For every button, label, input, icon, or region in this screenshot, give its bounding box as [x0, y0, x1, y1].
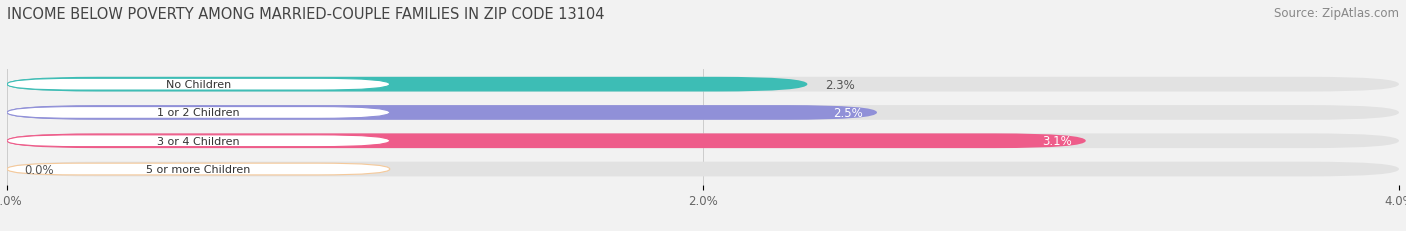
- Text: 5 or more Children: 5 or more Children: [146, 164, 250, 174]
- FancyBboxPatch shape: [7, 79, 389, 91]
- Text: 2.5%: 2.5%: [834, 106, 863, 119]
- FancyBboxPatch shape: [7, 77, 807, 92]
- FancyBboxPatch shape: [7, 106, 1399, 120]
- Text: 3.1%: 3.1%: [1042, 135, 1071, 148]
- FancyBboxPatch shape: [7, 134, 1085, 149]
- Text: 1 or 2 Children: 1 or 2 Children: [157, 108, 240, 118]
- Text: 2.3%: 2.3%: [825, 78, 855, 91]
- FancyBboxPatch shape: [7, 106, 877, 120]
- FancyBboxPatch shape: [7, 135, 389, 147]
- Text: Source: ZipAtlas.com: Source: ZipAtlas.com: [1274, 7, 1399, 20]
- FancyBboxPatch shape: [7, 77, 1399, 92]
- Text: INCOME BELOW POVERTY AMONG MARRIED-COUPLE FAMILIES IN ZIP CODE 13104: INCOME BELOW POVERTY AMONG MARRIED-COUPL…: [7, 7, 605, 22]
- Text: 3 or 4 Children: 3 or 4 Children: [157, 136, 240, 146]
- FancyBboxPatch shape: [7, 134, 1399, 149]
- Text: No Children: No Children: [166, 80, 231, 90]
- FancyBboxPatch shape: [7, 162, 1399, 177]
- FancyBboxPatch shape: [7, 164, 389, 175]
- FancyBboxPatch shape: [7, 107, 389, 119]
- Text: 0.0%: 0.0%: [24, 163, 53, 176]
